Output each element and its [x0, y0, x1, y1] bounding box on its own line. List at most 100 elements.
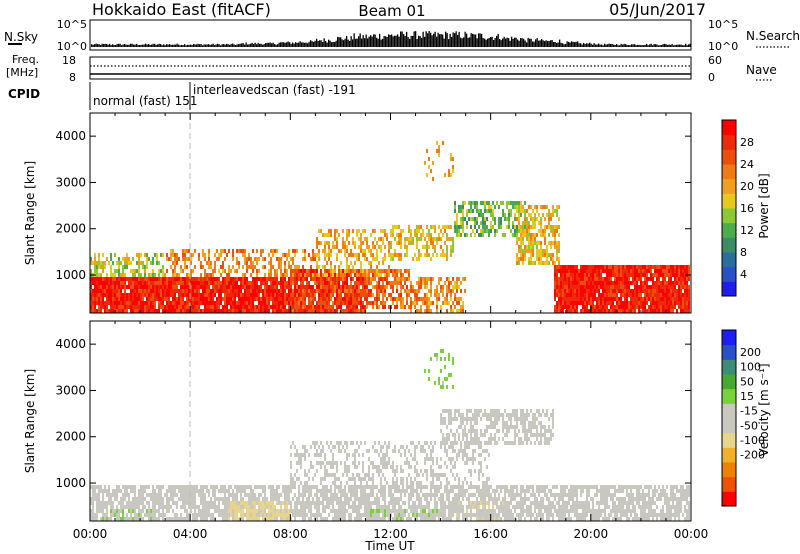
- heatmap-cell: [424, 293, 426, 297]
- heatmap-cell: [154, 509, 156, 513]
- sky-count-bar: [676, 44, 678, 47]
- heatmap-cell: [236, 285, 238, 289]
- heatmap-cell: [430, 241, 432, 245]
- heatmap-cell: [260, 301, 262, 305]
- heatmap-cell: [586, 269, 588, 273]
- heatmap-cell: [410, 285, 412, 289]
- heatmap-cell: [342, 245, 344, 249]
- sky-count-bar: [365, 34, 367, 47]
- heatmap-cell: [106, 517, 108, 521]
- heatmap-cell: [94, 309, 96, 313]
- heatmap-cell: [384, 293, 386, 297]
- heatmap-cell: [424, 277, 426, 281]
- sky-count-bar: [110, 45, 112, 47]
- heatmap-cell: [526, 233, 528, 237]
- heatmap-cell: [416, 237, 418, 241]
- heatmap-cell: [172, 249, 174, 253]
- heatmap-cell: [452, 277, 454, 281]
- heatmap-cell: [334, 273, 336, 277]
- heatmap-cell: [244, 309, 246, 313]
- heatmap-cell: [322, 305, 324, 309]
- heatmap-cell: [140, 517, 142, 521]
- heatmap-cell: [164, 305, 166, 309]
- heatmap-cell: [236, 501, 238, 505]
- heatmap-cell: [568, 297, 570, 301]
- heatmap-cell: [278, 513, 280, 517]
- sky-count-bar: [683, 45, 685, 47]
- heatmap-cell: [326, 305, 328, 309]
- heatmap-cell: [272, 265, 274, 269]
- heatmap-cell: [604, 293, 606, 297]
- heatmap-cell: [318, 309, 320, 313]
- heatmap-cell: [624, 277, 626, 281]
- heatmap-cell: [634, 277, 636, 281]
- heatmap-cell: [316, 505, 318, 509]
- heatmap-cell: [298, 309, 300, 313]
- heatmap-cell: [208, 305, 210, 309]
- heatmap-cell: [156, 277, 158, 281]
- heatmap-cell: [186, 289, 188, 293]
- heatmap-cell: [138, 501, 140, 505]
- heatmap-cell: [656, 309, 658, 313]
- heatmap-cell: [614, 269, 616, 273]
- heatmap-cell: [356, 441, 358, 445]
- heatmap-cell: [130, 293, 132, 297]
- heatmap-cell: [298, 269, 300, 273]
- heatmap-cell: [324, 265, 326, 269]
- heatmap-cell: [338, 513, 340, 517]
- heatmap-cell: [580, 301, 582, 305]
- heatmap-cell: [210, 273, 212, 277]
- heatmap-cell: [220, 293, 222, 297]
- heatmap-cell: [252, 265, 254, 269]
- heatmap-cell: [292, 297, 294, 301]
- heatmap-cell: [408, 237, 410, 241]
- heatmap-cell: [438, 233, 440, 237]
- heatmap-cell: [392, 301, 394, 305]
- heatmap-cell: [202, 253, 204, 257]
- heatmap-cell: [210, 289, 212, 293]
- heatmap-cell: [216, 485, 218, 489]
- heatmap-cell: [252, 281, 254, 285]
- heatmap-cell: [120, 305, 122, 309]
- heatmap-cell: [340, 493, 342, 497]
- heatmap-cell: [552, 257, 554, 261]
- heatmap-cell: [270, 265, 272, 269]
- heatmap-cell: [258, 277, 260, 281]
- heatmap-cell: [674, 281, 676, 285]
- heatmap-cell: [566, 281, 568, 285]
- heatmap-cell: [584, 289, 586, 293]
- heatmap-cell: [528, 221, 530, 225]
- heatmap-cell: [96, 309, 98, 313]
- heatmap-cell: [290, 489, 292, 493]
- heatmap-cell: [582, 293, 584, 297]
- heatmap-cell: [364, 285, 366, 289]
- heatmap-cell: [284, 293, 286, 297]
- heatmap-cell: [206, 509, 208, 513]
- heatmap-cell: [348, 265, 350, 269]
- heatmap-cell: [130, 513, 132, 517]
- heatmap-cell: [440, 285, 442, 289]
- heatmap-cell: [570, 297, 572, 301]
- heatmap-cell: [190, 309, 192, 313]
- heatmap-cell: [106, 513, 108, 517]
- heatmap-cell: [376, 249, 378, 253]
- heatmap-cell: [680, 273, 682, 277]
- heatmap-cell: [294, 249, 296, 253]
- heatmap-cell: [286, 297, 288, 301]
- heatmap-cell: [634, 289, 636, 293]
- heatmap-cell: [672, 297, 674, 301]
- heatmap-cell: [406, 285, 408, 289]
- heatmap-cell: [262, 501, 264, 505]
- heatmap-cell: [392, 225, 394, 229]
- heatmap-cell: [560, 281, 562, 285]
- heatmap-cell: [352, 453, 354, 457]
- sky-count-bar: [221, 44, 223, 47]
- heatmap-cell: [206, 485, 208, 489]
- heatmap-cell: [268, 501, 270, 505]
- heatmap-cell: [266, 281, 268, 285]
- heatmap-cell: [324, 473, 326, 477]
- heatmap-cell: [106, 285, 108, 289]
- heatmap-cell: [126, 261, 128, 265]
- heatmap-cell: [318, 265, 320, 269]
- heatmap-cell: [348, 293, 350, 297]
